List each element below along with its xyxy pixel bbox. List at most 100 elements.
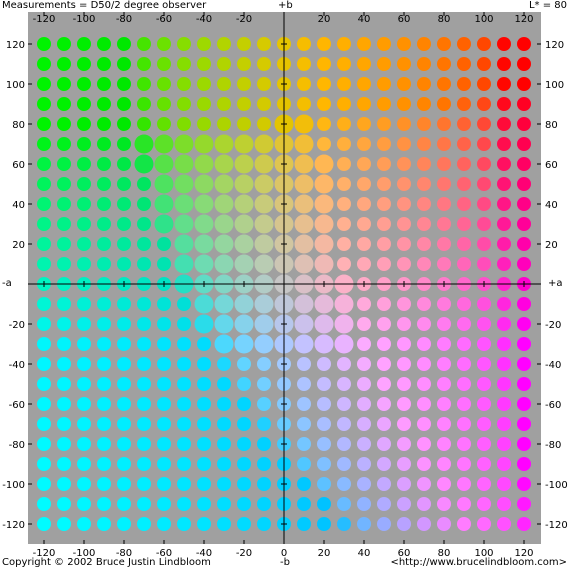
color-dot <box>217 477 231 491</box>
color-dot <box>437 117 451 131</box>
color-dot <box>197 417 211 431</box>
color-dot <box>334 294 354 314</box>
color-dot <box>377 137 391 151</box>
color-dot <box>337 457 351 471</box>
color-dot <box>294 314 314 334</box>
color-dot <box>154 194 174 214</box>
y-tick-label-left: -100 <box>2 480 25 491</box>
color-dot <box>417 497 431 511</box>
color-dot <box>257 377 271 391</box>
color-dot <box>377 117 391 131</box>
color-dot <box>417 317 431 331</box>
color-dot <box>237 57 251 71</box>
color-dot <box>234 294 254 314</box>
color-dot <box>237 497 251 511</box>
color-dot <box>137 217 151 231</box>
color-dot <box>357 177 371 191</box>
color-dot <box>397 437 411 451</box>
color-dot <box>437 417 451 431</box>
color-dot <box>234 254 254 274</box>
color-dot <box>214 254 234 274</box>
color-dot <box>97 177 111 191</box>
color-dot <box>294 154 314 174</box>
color-dot <box>254 134 274 154</box>
color-dot <box>137 177 151 191</box>
color-dot <box>337 497 351 511</box>
color-dot <box>377 397 391 411</box>
color-dot <box>357 97 371 111</box>
color-dot <box>377 37 391 51</box>
color-dot <box>194 174 214 194</box>
color-dot <box>497 157 511 171</box>
color-dot <box>57 257 71 271</box>
color-dot <box>237 437 251 451</box>
minus-b-label: -b <box>280 557 290 568</box>
color-dot <box>334 314 354 334</box>
color-dot <box>417 437 431 451</box>
color-dot <box>57 357 71 371</box>
color-dot <box>257 117 271 131</box>
x-tick-label-bottom: 0 <box>281 548 287 559</box>
color-dot <box>157 497 171 511</box>
color-dot <box>117 497 131 511</box>
color-dot <box>157 37 171 51</box>
color-dot <box>357 377 371 391</box>
color-dot <box>497 77 511 91</box>
color-dot <box>57 457 71 471</box>
color-dot <box>497 457 511 471</box>
x-tick-label-top: 40 <box>358 14 371 25</box>
color-dot <box>357 217 371 231</box>
color-dot <box>57 437 71 451</box>
color-dot <box>177 397 191 411</box>
color-dot <box>457 297 471 311</box>
y-tick-label-left: 120 <box>6 40 25 51</box>
color-dot <box>194 294 214 314</box>
color-dot <box>337 97 351 111</box>
color-dot <box>357 77 371 91</box>
color-dot <box>397 157 411 171</box>
color-dot <box>177 417 191 431</box>
y-tick-label-left: 100 <box>6 80 25 91</box>
color-dot <box>154 174 174 194</box>
color-dot <box>237 117 251 131</box>
color-dot <box>117 57 131 71</box>
color-dot <box>517 437 531 451</box>
color-dot <box>237 357 251 371</box>
color-dot <box>297 517 311 531</box>
color-dot <box>317 57 331 71</box>
color-dot <box>417 177 431 191</box>
color-dot <box>417 77 431 91</box>
color-dot <box>497 357 511 371</box>
color-dot <box>137 117 151 131</box>
color-dot <box>37 77 51 91</box>
color-dot <box>437 217 451 231</box>
color-dot <box>377 497 391 511</box>
color-dot <box>77 337 91 351</box>
color-dot <box>37 97 51 111</box>
x-tick-label-top: 20 <box>318 14 331 25</box>
color-dot <box>137 297 151 311</box>
color-dot <box>457 357 471 371</box>
color-dot <box>297 57 311 71</box>
color-dot <box>37 217 51 231</box>
color-dot <box>217 397 231 411</box>
color-dot <box>117 437 131 451</box>
color-dot <box>97 417 111 431</box>
color-dot <box>57 477 71 491</box>
color-dot <box>197 97 211 111</box>
color-dot <box>197 457 211 471</box>
color-dot <box>217 437 231 451</box>
color-dot <box>217 357 231 371</box>
color-dot <box>174 214 194 234</box>
color-dot <box>174 194 194 214</box>
y-tick-label-left: 60 <box>12 160 25 171</box>
color-dot <box>377 257 391 271</box>
color-dot <box>157 337 171 351</box>
color-dot <box>37 297 51 311</box>
color-dot <box>477 477 491 491</box>
axes <box>28 12 541 544</box>
color-dot <box>157 117 171 131</box>
color-dot <box>117 257 131 271</box>
color-dots <box>37 37 531 531</box>
